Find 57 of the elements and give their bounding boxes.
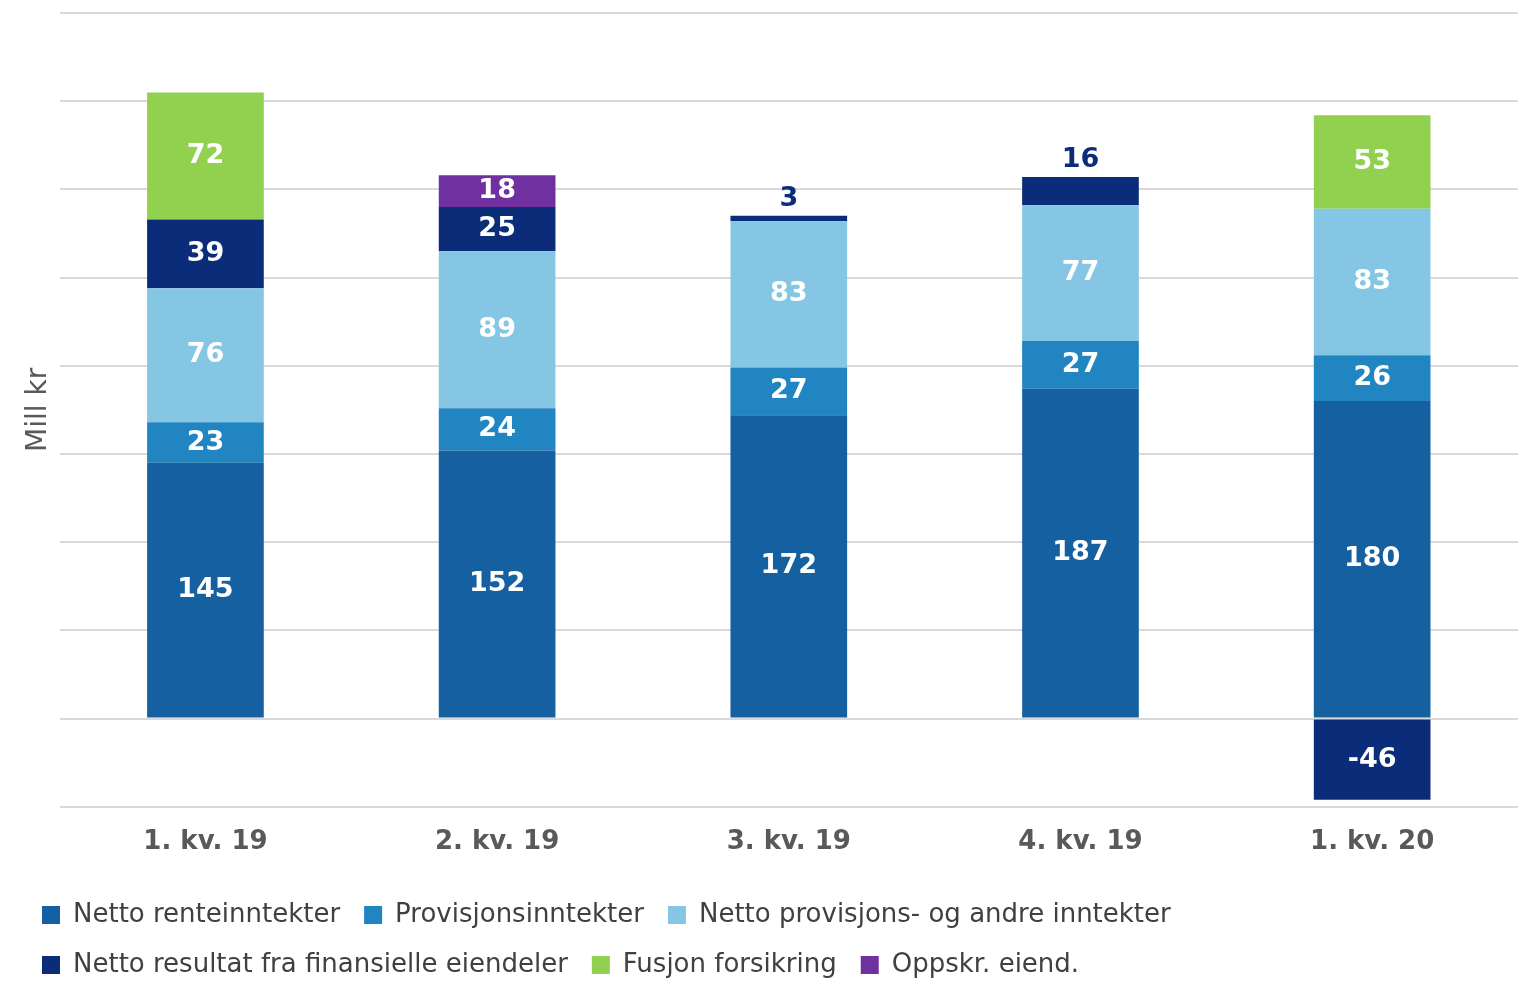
bar <box>438 450 556 718</box>
x-tick-label: 3. kv. 19 <box>726 825 851 856</box>
bar <box>730 415 848 718</box>
bar <box>730 367 848 416</box>
data-label: 53 <box>1353 144 1391 176</box>
data-label: 83 <box>1353 264 1391 296</box>
data-label: 187 <box>1052 535 1109 567</box>
bar <box>438 408 556 451</box>
data-label: 89 <box>478 311 516 343</box>
data-label: 76 <box>186 337 225 369</box>
data-label: 83 <box>770 276 808 308</box>
x-tick-label: 2. kv. 19 <box>434 825 560 856</box>
bar <box>147 92 264 220</box>
legend-label: Netto renteinntekter <box>73 897 341 928</box>
data-label: 24 <box>478 411 516 443</box>
legend-label: Netto resultat fra finansielle eiendeler <box>73 947 569 978</box>
data-label: 23 <box>186 424 225 456</box>
legend-label: Netto provisjons- og andre inntekter <box>698 897 1172 928</box>
bar <box>1313 355 1431 402</box>
bar <box>147 288 264 423</box>
data-label: 27 <box>770 373 808 405</box>
data-label: 18 <box>478 173 516 205</box>
bar <box>1313 115 1431 209</box>
data-label: 16 <box>1061 142 1100 174</box>
data-label: 172 <box>760 548 817 580</box>
bar <box>730 221 848 368</box>
bar <box>1313 208 1431 356</box>
bar <box>1022 177 1139 206</box>
data-label: 26 <box>1353 360 1391 392</box>
data-label: 39 <box>186 235 225 267</box>
y-axis-title: Mill kr <box>20 367 54 452</box>
data-label: 180 <box>1343 541 1401 573</box>
x-tick-label: 1. kv. 20 <box>1310 825 1435 856</box>
data-label: 72 <box>186 137 225 169</box>
bar <box>1022 388 1139 718</box>
bar <box>438 207 556 252</box>
bar <box>1313 719 1431 800</box>
data-label: 27 <box>1061 346 1100 378</box>
bar <box>1313 401 1431 718</box>
bar <box>730 215 848 222</box>
data-label: 145 <box>177 572 234 604</box>
bar <box>1022 205 1139 342</box>
bar <box>147 422 264 463</box>
data-label: 3 <box>779 180 799 212</box>
bar <box>1022 341 1139 389</box>
legend-label: Fusjon forsikring <box>622 947 837 978</box>
x-tick-label: 1. kv. 19 <box>143 825 268 856</box>
data-label: -46 <box>1347 741 1397 773</box>
bar <box>438 251 556 409</box>
bar <box>147 219 264 289</box>
x-tick-label: 4. kv. 19 <box>1018 825 1143 856</box>
data-label: 77 <box>1061 255 1100 287</box>
data-label: 25 <box>478 211 516 243</box>
bar <box>147 462 264 718</box>
legend-label: Oppskr. eiend. <box>891 947 1080 978</box>
legend-label: Provisjonsinntekter <box>395 897 645 928</box>
data-label: 152 <box>468 566 526 598</box>
